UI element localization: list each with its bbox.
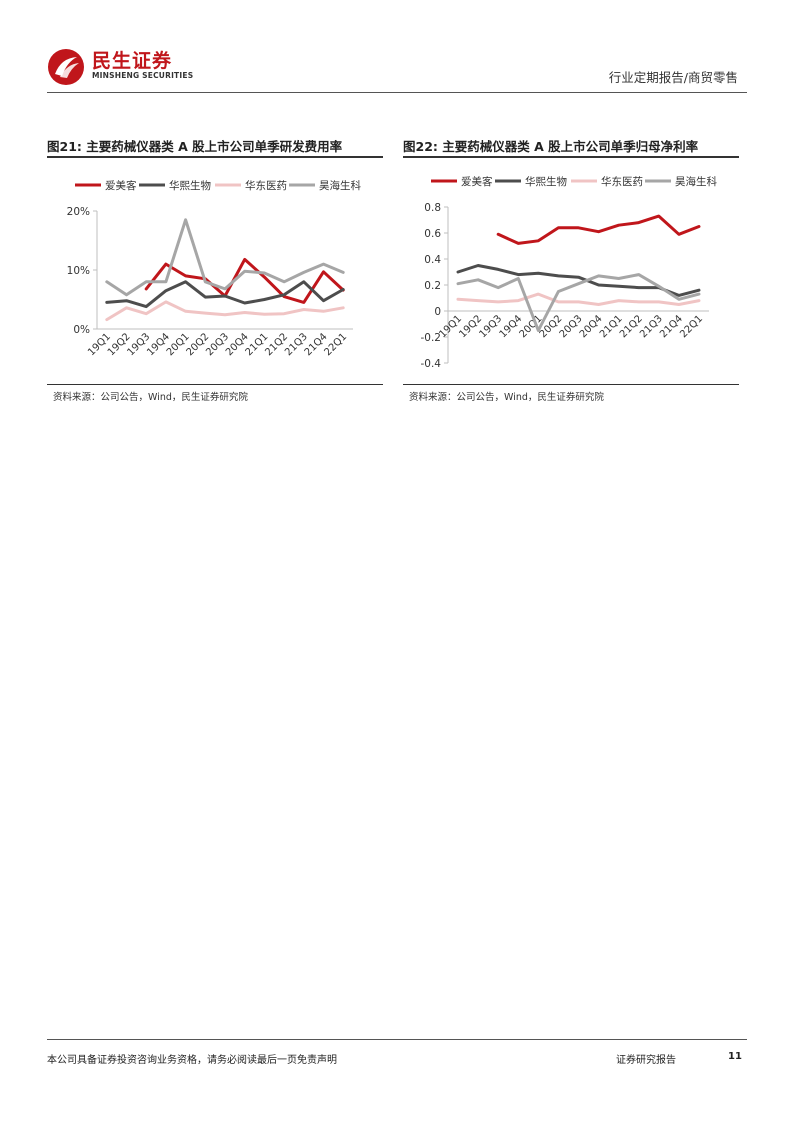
logo-subtext: MINSHENG SECURITIES — [92, 71, 194, 80]
header-divider — [47, 92, 747, 93]
y-tick-label: 0.8 — [424, 202, 441, 214]
legend-label-3: 昊海生科 — [675, 175, 717, 188]
legend-label-0: 爱美客 — [105, 179, 137, 192]
report-type: 行业定期报告/商贸零售 — [608, 70, 738, 85]
figure-21-title: 图21: 主要药械仪器类 A 股上市公司单季研发费用率 — [47, 139, 343, 154]
figure-22-title: 图22: 主要药械仪器类 A 股上市公司单季归母净利率 — [403, 139, 699, 154]
series-line-1 — [105, 280, 345, 309]
y-tick-label: -0.4 — [421, 358, 442, 370]
footer-disclaimer: 本公司具备证券投资咨询业务资格，请务必阅读最后一页免责声明 — [47, 1055, 337, 1066]
legend-label-1: 华熙生物 — [525, 175, 567, 188]
y-tick-label: 0.4 — [424, 254, 441, 266]
footer-divider — [47, 1039, 747, 1040]
series-line-2 — [105, 300, 345, 322]
series-line-0 — [496, 214, 701, 245]
y-tick-label: 0.2 — [424, 280, 441, 292]
y-tick-label: 20% — [67, 206, 90, 218]
x-tick-label: 22Q1 — [322, 331, 349, 358]
minsheng-logo-icon — [48, 49, 84, 85]
legend-label-2: 华东医药 — [601, 175, 643, 188]
legend-label-0: 爱美客 — [461, 175, 493, 188]
figure-21-source: 资料来源：公司公告，Wind，民生证券研究院 — [53, 392, 248, 403]
figure-21-top-rule — [47, 156, 383, 158]
series-line-0 — [144, 257, 345, 304]
series-line-3 — [456, 273, 701, 332]
figure-22-chart: 爱美客 华熙生物 华东医药 昊海生科-0.4-0.200.20.40.60.819Q1… — [421, 175, 718, 370]
y-tick-label: 10% — [67, 265, 90, 277]
x-tick-label: 22Q1 — [678, 313, 705, 340]
footer-doc-type: 证券研究报告 — [616, 1055, 676, 1066]
series-line-3 — [105, 218, 345, 297]
figure-22-top-rule — [403, 156, 739, 158]
logo-text: 民生证券 — [92, 50, 173, 72]
series-line-2 — [456, 292, 701, 306]
series-line-1 — [456, 264, 701, 297]
figure-22-bottom-rule — [403, 384, 739, 385]
legend-label-1: 华熙生物 — [169, 179, 211, 192]
y-tick-label: 0% — [73, 324, 90, 336]
legend-label-3: 昊海生科 — [319, 179, 361, 192]
y-tick-label: -0.2 — [421, 332, 442, 344]
legend-label-2: 华东医药 — [245, 179, 287, 192]
figure-22-source: 资料来源：公司公告，Wind，民生证券研究院 — [409, 392, 604, 403]
page-number: 11 — [728, 1051, 742, 1062]
y-tick-label: 0.6 — [424, 228, 441, 240]
y-tick-label: 0 — [434, 306, 441, 318]
figure-21-chart: 爱美客 华熙生物 华东医药 昊海生科0%10%20%19Q119Q219Q319Q42… — [67, 179, 362, 358]
figure-21-bottom-rule — [47, 384, 383, 385]
